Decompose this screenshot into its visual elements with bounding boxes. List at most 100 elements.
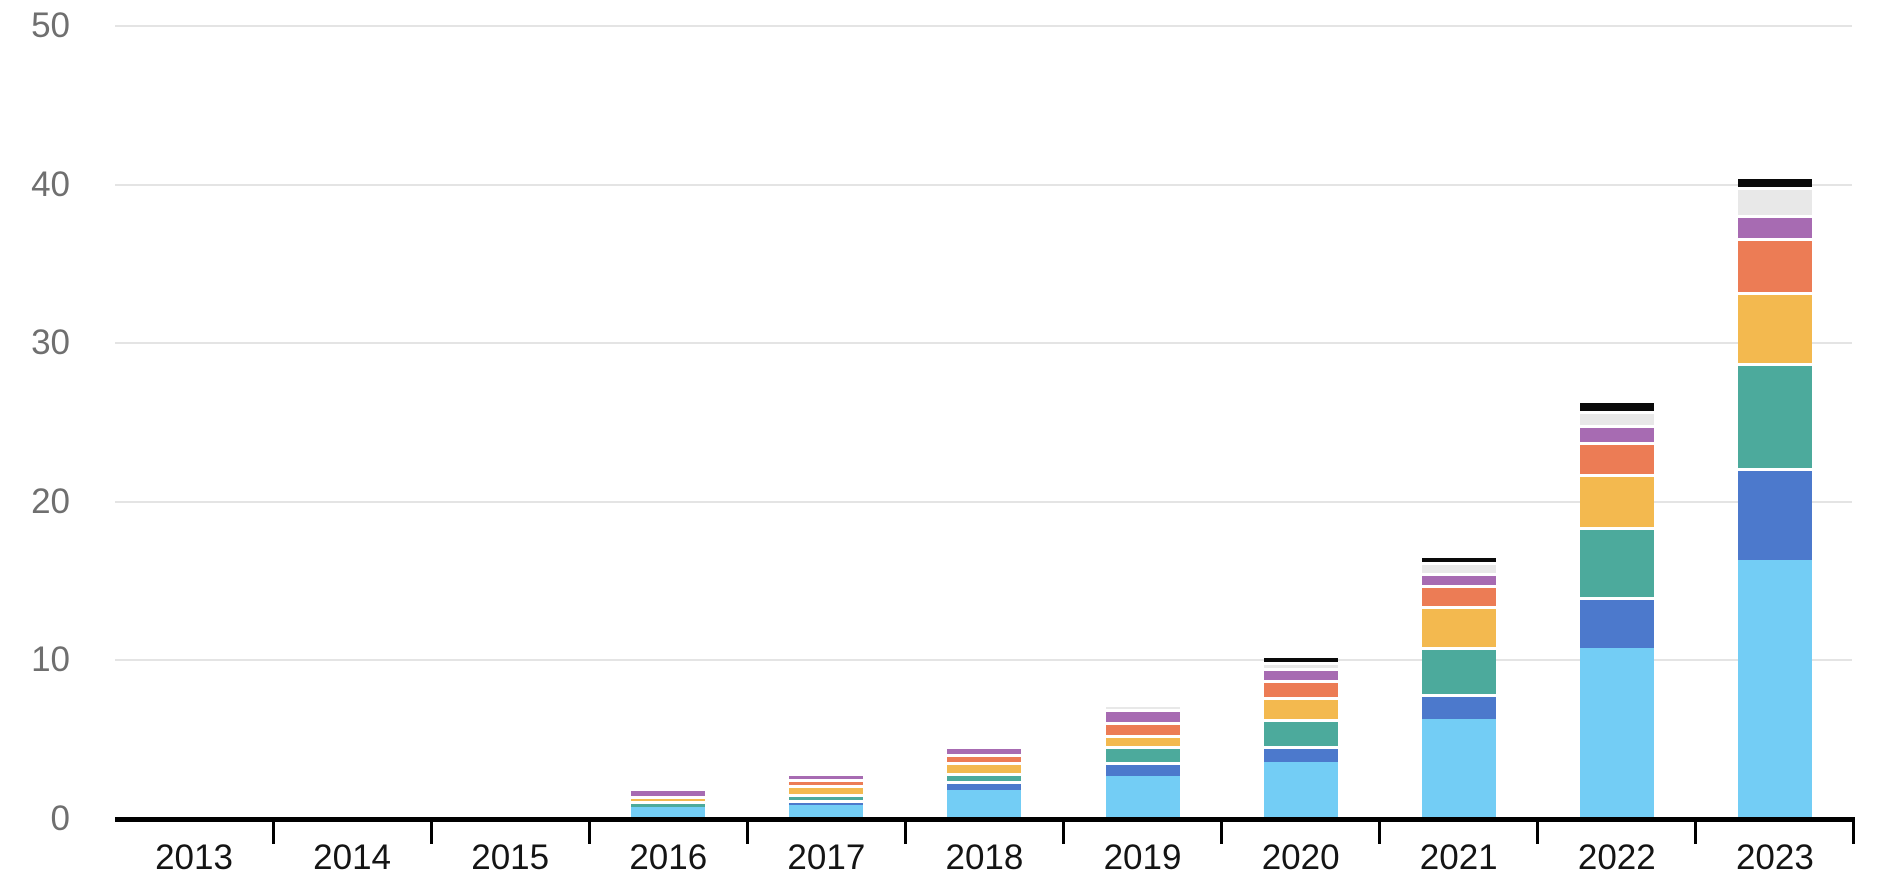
bar-segment-purple[interactable] [1263,667,1338,680]
gridline-50 [115,25,1852,27]
bar-segment-teal[interactable] [631,801,706,808]
bar-segment-light-gray[interactable] [1105,704,1180,710]
bar-segment-teal[interactable] [1263,718,1338,746]
bar-segment-light-gray[interactable] [1579,411,1654,426]
bar-segment-teal[interactable] [1579,526,1654,598]
x-axis-tick [271,817,275,844]
gridline-20 [115,500,1852,503]
bar-segment-purple[interactable] [1737,215,1812,239]
bar-segment-purple[interactable] [1579,425,1654,442]
bar-segment-amber[interactable] [1421,606,1496,648]
x-axis-line [115,817,1852,822]
x-axis-label-2017: 2017 [787,838,866,877]
bar-segment-teal[interactable] [1421,647,1496,695]
gridline-10 [115,659,1852,662]
bar-2023[interactable] [1737,176,1812,817]
bar-segment-sky-blue[interactable] [1579,648,1654,817]
gridline-30 [115,342,1852,345]
y-axis-label-50: 50 [31,6,70,45]
bar-segment-teal[interactable] [1737,363,1812,469]
bar-segment-purple[interactable] [631,787,706,796]
bar-segment-light-gray[interactable] [1737,187,1812,216]
bar-segment-royal-blue[interactable] [1105,761,1180,776]
bar-segment-purple[interactable] [1105,709,1180,722]
x-axis-tick [429,817,433,844]
bar-segment-royal-blue[interactable] [1737,468,1812,561]
y-axis-label-30: 30 [31,323,70,363]
bar-segment-orange[interactable] [1737,238,1812,293]
bar-segment-sky-blue[interactable] [1737,560,1812,817]
bar-segment-royal-blue[interactable] [1579,597,1654,649]
bar-segment-amber[interactable] [1105,734,1180,746]
bar-segment-purple[interactable] [789,772,864,779]
bar-segment-sky-blue[interactable] [631,807,706,817]
bar-segment-orange[interactable] [1105,721,1180,735]
bar-2016[interactable] [631,787,706,817]
bar-segment-purple[interactable] [947,745,1022,754]
bar-segment-light-gray[interactable] [1263,661,1338,668]
bar-2019[interactable] [1105,704,1180,817]
x-axis-label-2021: 2021 [1419,838,1498,877]
x-axis-tick [1536,817,1540,844]
x-axis-label-2013: 2013 [155,838,233,877]
bar-segment-teal[interactable] [947,772,1022,782]
bar-segment-orange[interactable] [1263,679,1338,697]
plot-area: 2013 2014 2015 2016 2017 2018 2019 2020 2021 2022… [115,25,1856,877]
x-axis-label-2014: 2014 [313,838,392,877]
bar-segment-sky-blue[interactable] [789,805,864,817]
x-axis-tick [1852,817,1856,844]
bar-segment-purple[interactable] [1421,572,1496,585]
x-axis-tick [587,817,591,844]
bar-segment-royal-blue[interactable] [1421,694,1496,719]
gridline-40 [115,183,1852,186]
bar-segment-amber[interactable] [789,785,864,795]
x-axis-tick [1062,817,1066,844]
bar-segment-royal-blue[interactable] [1263,745,1338,763]
bar-segment-teal[interactable] [1105,745,1180,762]
bar-segment-sky-blue[interactable] [947,790,1022,817]
bar-segment-amber[interactable] [947,762,1022,773]
bar-segment-orange[interactable] [1421,584,1496,607]
bar-2022[interactable] [1579,399,1654,817]
x-axis-tick [745,817,749,844]
x-axis-label-2022: 2022 [1577,838,1656,877]
bar-segment-black[interactable] [1421,555,1496,563]
bar-segment-amber[interactable] [1737,292,1812,364]
bar-segment-amber[interactable] [1579,474,1654,527]
y-axis-label-0: 0 [50,799,70,838]
x-axis-label-2018: 2018 [945,838,1024,877]
bar-segment-teal[interactable] [789,794,864,800]
bar-segment-sky-blue[interactable] [1421,718,1496,817]
x-axis-label-2016: 2016 [629,838,708,877]
bar-segment-orange[interactable] [789,778,864,786]
y-axis-label-40: 40 [31,164,70,204]
bar-segment-light-gray[interactable] [1421,562,1496,573]
bar-segment-amber[interactable] [1263,696,1338,719]
x-axis-label-2023: 2023 [1735,838,1814,877]
bar-segment-royal-blue[interactable] [789,799,864,806]
bar-2021[interactable] [1421,555,1496,817]
bar-segment-orange[interactable] [1579,441,1654,475]
bar-segment-black[interactable] [1579,399,1654,412]
bar-segment-black[interactable] [1737,176,1812,188]
y-axis-label-10: 10 [31,640,70,680]
bar-segment-royal-blue[interactable] [947,781,1022,791]
y-axis-label-20: 20 [31,481,70,521]
x-axis-tick [1378,817,1382,844]
bar-2020[interactable] [1263,655,1338,817]
x-axis-label-2015: 2015 [471,838,550,877]
x-axis-tick [903,817,907,844]
x-axis-tick [1220,817,1224,844]
x-axis-label-2019: 2019 [1103,838,1182,877]
x-axis-label-2020: 2020 [1261,838,1340,877]
bar-segment-orange[interactable] [947,753,1022,763]
bar-2017[interactable] [789,772,864,817]
bar-2018[interactable] [947,745,1022,817]
bar-segment-sky-blue[interactable] [1105,775,1180,817]
bar-segment-amber[interactable] [631,795,706,802]
x-axis-tick [1694,817,1698,844]
bar-segment-sky-blue[interactable] [1263,762,1338,817]
bar-segment-black[interactable] [1263,655,1338,662]
